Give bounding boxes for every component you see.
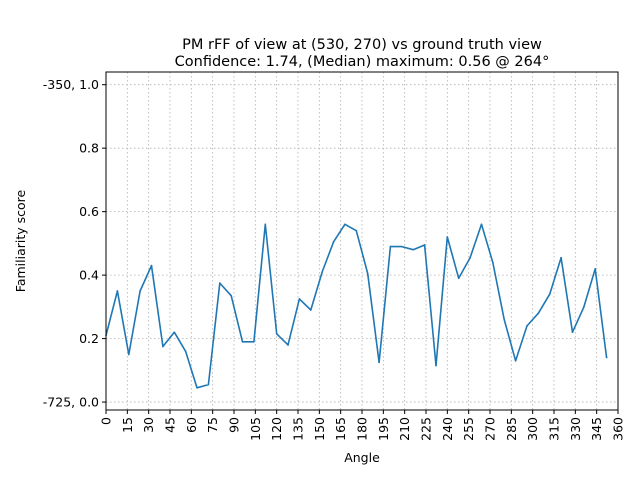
chart-title-line-2: Confidence: 1.74, (Median) maximum: 0.56… bbox=[175, 54, 550, 70]
x-tick-label: 120 bbox=[269, 417, 284, 441]
data-point bbox=[492, 261, 494, 264]
data-point bbox=[264, 223, 267, 226]
x-tick-label: 300 bbox=[525, 417, 540, 441]
data-point bbox=[253, 340, 255, 343]
data-point bbox=[332, 240, 335, 243]
x-tick-label: 225 bbox=[419, 417, 434, 441]
x-axis-label: Angle bbox=[344, 450, 380, 465]
x-tick-label: 195 bbox=[376, 417, 391, 441]
data-point bbox=[412, 248, 415, 251]
data-point bbox=[560, 256, 562, 259]
data-point bbox=[435, 364, 437, 367]
data-point bbox=[571, 331, 574, 334]
data-point bbox=[537, 312, 540, 315]
x-tick-label: 0 bbox=[99, 417, 114, 425]
x-tick-label: 75 bbox=[205, 417, 220, 433]
y-tick-label: 0.4 bbox=[79, 268, 99, 283]
x-tick-label: 210 bbox=[397, 417, 412, 441]
data-point bbox=[514, 360, 517, 362]
x-tick-label: 150 bbox=[312, 417, 327, 441]
x-tick-label: 105 bbox=[248, 417, 263, 441]
x-tick-label: 240 bbox=[440, 417, 455, 441]
y-tick-label: 0.8 bbox=[79, 141, 99, 156]
data-point bbox=[298, 298, 301, 300]
data-point bbox=[321, 271, 323, 273]
plot-frame bbox=[105, 71, 619, 411]
data-point bbox=[401, 245, 403, 248]
x-tick-label: 330 bbox=[568, 417, 583, 441]
x-tick-label: 345 bbox=[589, 417, 604, 441]
x-tick-label: 165 bbox=[333, 417, 348, 441]
data-point bbox=[355, 229, 358, 232]
x-tick-label: 60 bbox=[184, 417, 199, 433]
x-tick-label: 255 bbox=[461, 417, 476, 441]
data-point bbox=[423, 244, 426, 246]
x-tick-label: 135 bbox=[291, 417, 306, 441]
x-tick-label: 15 bbox=[120, 417, 135, 433]
x-tick-label: 285 bbox=[504, 417, 519, 441]
x-tick-label: 180 bbox=[355, 417, 370, 441]
x-tick-label: 90 bbox=[227, 417, 242, 433]
data-point bbox=[446, 236, 449, 238]
grid bbox=[105, 72, 619, 410]
x-tick-label: 45 bbox=[163, 417, 178, 433]
y-tick-label: -350, 1.0 bbox=[43, 77, 99, 92]
data-point bbox=[469, 256, 471, 259]
x-tick-label: 315 bbox=[547, 417, 562, 441]
data-point bbox=[116, 290, 119, 292]
data-point bbox=[218, 282, 221, 284]
data-point bbox=[241, 340, 244, 343]
data-point bbox=[594, 267, 597, 270]
data-point bbox=[457, 277, 460, 280]
data-point bbox=[162, 345, 164, 348]
data-point bbox=[378, 361, 380, 364]
data-point bbox=[548, 293, 551, 295]
x-tick-label: 30 bbox=[141, 417, 156, 433]
data-point bbox=[366, 272, 369, 275]
y-tick-label: -725, 0.0 bbox=[43, 395, 99, 410]
data-point bbox=[139, 290, 141, 292]
data-point bbox=[127, 353, 130, 356]
y-axis-label: Familiarity score bbox=[13, 189, 28, 292]
data-point bbox=[275, 333, 278, 335]
series-line bbox=[105, 223, 608, 389]
data-point bbox=[287, 344, 289, 346]
data-point bbox=[389, 245, 392, 248]
data-point bbox=[583, 306, 585, 308]
data-point bbox=[230, 294, 232, 297]
series-layer bbox=[105, 223, 608, 389]
data-point bbox=[184, 350, 187, 353]
y-tick-label: 0.6 bbox=[79, 204, 99, 219]
x-tick-label: 360 bbox=[611, 417, 626, 441]
data-point bbox=[207, 383, 210, 386]
data-point bbox=[480, 223, 483, 226]
data-point bbox=[526, 325, 528, 327]
x-tick-label: 270 bbox=[483, 417, 498, 441]
data-point bbox=[173, 331, 176, 334]
data-point bbox=[344, 223, 346, 226]
y-tick-label: 0.2 bbox=[79, 331, 99, 346]
data-point bbox=[196, 386, 198, 389]
data-point bbox=[605, 356, 608, 359]
data-point bbox=[503, 318, 506, 321]
axis-ticks: 0 15 30 45 60 75 90 105 120 135 150 165 180 195 210 225… bbox=[43, 77, 626, 441]
chart-title-line-1: PM rFF of view at (530, 270) vs ground t… bbox=[182, 37, 542, 53]
data-point bbox=[150, 264, 153, 267]
data-point bbox=[310, 309, 312, 311]
